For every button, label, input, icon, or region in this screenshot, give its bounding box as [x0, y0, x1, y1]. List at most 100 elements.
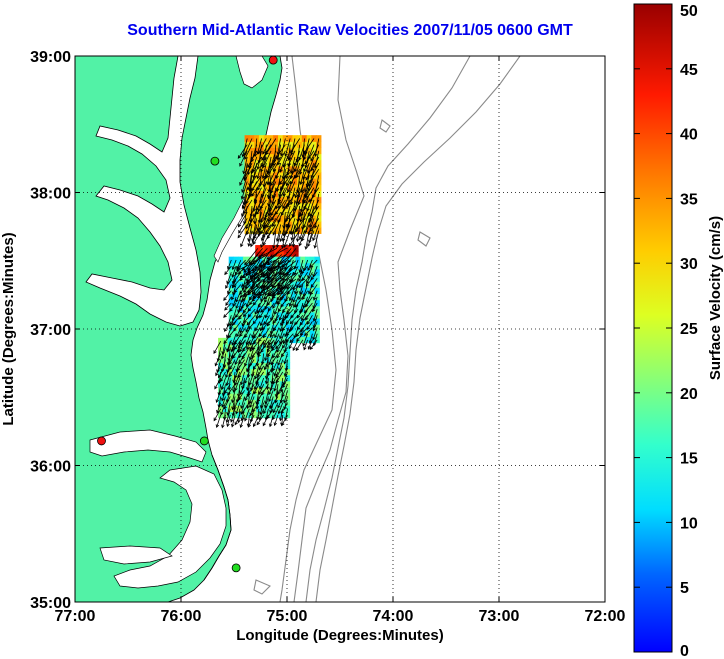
velocity-cell [287, 135, 293, 142]
velocity-arrow [236, 259, 246, 270]
velocity-cell [297, 159, 303, 167]
velocity-cell [238, 311, 244, 319]
velocity-arrow [276, 138, 282, 156]
velocity-cell [268, 184, 274, 191]
velocity-vectors [213, 138, 320, 429]
velocity-cell [282, 135, 289, 142]
velocity-arrow [229, 359, 236, 371]
velocity-arrow [314, 193, 320, 211]
velocity-arrow [256, 408, 260, 421]
y-axis-label: Latitude (Degrees:Minutes) [0, 232, 17, 425]
velocity-cell [218, 350, 224, 357]
velocity-arrow [226, 402, 231, 416]
velocity-arrow [312, 224, 320, 242]
velocity-arrow [215, 414, 222, 429]
velocity-arrow [293, 259, 299, 270]
velocity-arrow [234, 265, 242, 276]
velocity-cell [218, 362, 224, 370]
velocity-cell [232, 362, 238, 370]
velocity-arrow [312, 290, 318, 301]
velocity-arrow [272, 156, 281, 173]
velocity-arrow [231, 314, 242, 326]
velocity-arrow [282, 302, 289, 314]
velocity-cell [256, 399, 262, 406]
radar-station-marker [231, 563, 241, 573]
velocity-arrow [266, 254, 282, 270]
velocity-arrow [221, 384, 226, 397]
velocity-arrow [305, 162, 315, 181]
velocity-arrow [260, 353, 265, 366]
velocity-cell [297, 184, 303, 191]
velocity-cell [254, 135, 260, 142]
velocity-cell [311, 178, 317, 185]
velocity-cell [251, 405, 257, 413]
velocity-cell [261, 399, 267, 406]
velocity-arrow [296, 206, 301, 223]
velocity-cell [282, 147, 289, 155]
velocity-cell [269, 251, 275, 258]
velocity-arrow [226, 414, 231, 428]
velocity-arrow [231, 265, 237, 278]
velocity-arrow [244, 278, 251, 290]
velocity-arrow [277, 266, 292, 287]
velocity-arrow [248, 248, 263, 265]
velocity-cell [270, 362, 276, 370]
velocity-arrow [290, 308, 299, 319]
velocity-cell [243, 311, 249, 319]
velocity-cell [237, 380, 243, 388]
velocity-cell [281, 268, 287, 276]
velocity-arrow [266, 248, 287, 260]
velocity-arrow [273, 333, 280, 346]
velocity-cell [243, 268, 249, 276]
velocity-arrow [292, 290, 299, 303]
velocity-cell [241, 356, 248, 363]
velocity-arrow [279, 408, 284, 422]
velocity-arrow [313, 138, 320, 158]
velocity-cell [309, 268, 316, 276]
isobaths [253, 56, 521, 602]
outer-banks [203, 454, 232, 581]
velocity-arrow [250, 156, 258, 175]
velocity-arrow [242, 284, 251, 293]
velocity-cell [282, 184, 289, 191]
y-tick-label: 36:00 [30, 459, 71, 476]
velocity-arrow [289, 156, 296, 175]
velocity-cell [244, 215, 250, 222]
velocity-arrow [299, 315, 308, 326]
velocity-cell [247, 281, 254, 288]
velocity-arrow [279, 138, 286, 157]
velocity-cell [284, 356, 291, 363]
velocity-arrow [225, 278, 232, 289]
velocity-arrow [228, 353, 236, 365]
velocity-cell [266, 287, 273, 295]
velocity-arrow [250, 377, 255, 392]
velocity-cell [292, 221, 298, 228]
velocity-cell [297, 165, 303, 173]
velocity-cell [257, 299, 263, 307]
velocity-arrow [298, 284, 304, 296]
colorbar-tick-label: 5 [680, 580, 689, 597]
velocity-arrow [295, 327, 304, 338]
velocity-cell [218, 344, 224, 351]
velocity-arrow [241, 278, 247, 291]
velocity-arrow [271, 187, 277, 205]
velocity-cell [283, 245, 290, 252]
velocity-arrow [231, 308, 237, 322]
velocity-arrow [237, 384, 241, 398]
velocity-cell [300, 262, 306, 270]
velocity-cell [309, 311, 316, 319]
velocity-arrow [249, 341, 255, 353]
velocity-cell [280, 380, 286, 388]
velocity-cell [244, 184, 250, 191]
velocity-cell [227, 405, 233, 413]
velocity-arrow [234, 371, 241, 386]
velocity-arrow [309, 205, 320, 222]
velocity-cell [232, 411, 238, 419]
velocity-cell [290, 330, 296, 338]
velocity-arrow [231, 333, 237, 346]
velocity-arrow [304, 296, 313, 308]
colorbar-tick-label: 15 [680, 451, 698, 468]
velocity-arrow [312, 327, 318, 341]
velocity-cell [281, 330, 287, 338]
